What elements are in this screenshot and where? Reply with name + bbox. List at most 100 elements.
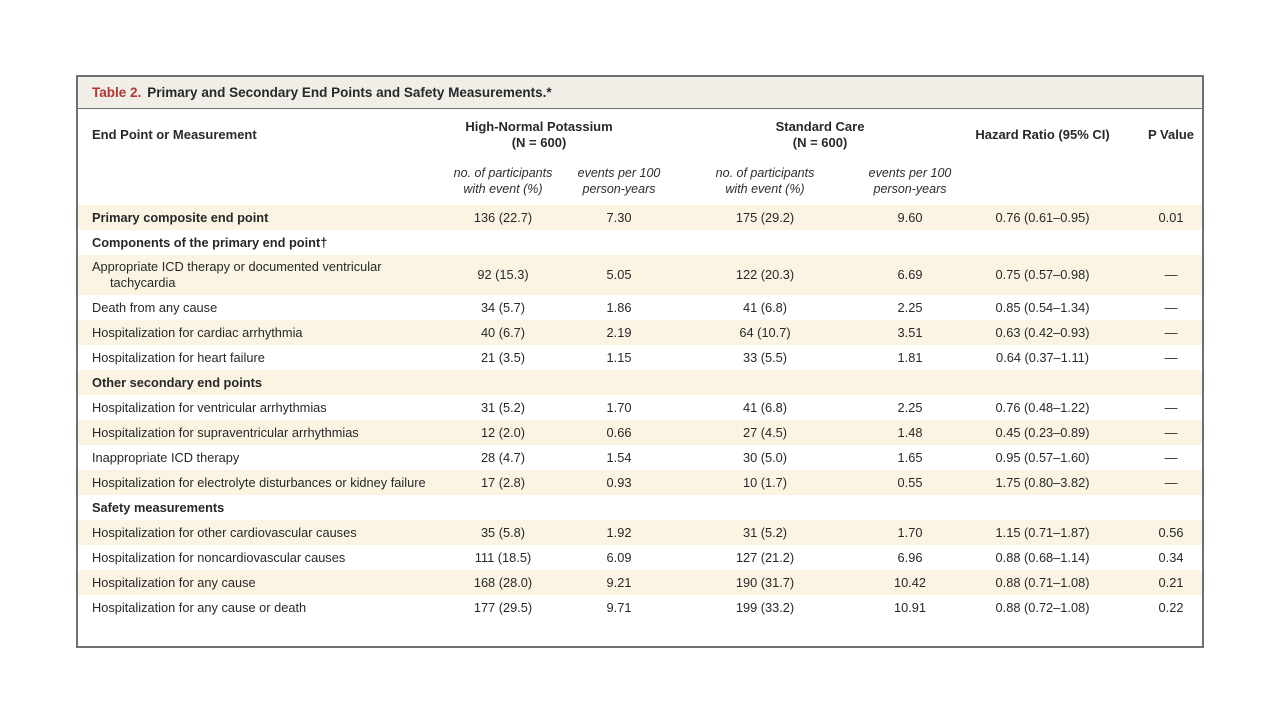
table-row: Inappropriate ICD therapy 28 (4.7) 1.54 30 …	[78, 445, 1202, 470]
group-sc-line2: (N = 600)	[792, 135, 848, 150]
row-label: Hospitalization for noncardiovascular ca…	[92, 549, 346, 565]
value-cell	[443, 230, 563, 255]
header-spacer	[1140, 161, 1202, 205]
value-cell: 177 (29.5)	[473, 599, 533, 615]
value-cell: 2.25	[897, 299, 923, 315]
value-cell: 136 (22.7)	[473, 209, 533, 225]
value-cell: —	[1164, 299, 1178, 315]
value-cell: 1.92	[606, 524, 632, 540]
subheader-events-hnp: events per 100 person-years	[577, 166, 661, 196]
header-spacer	[965, 161, 1140, 205]
value-cell: 0.56	[1158, 524, 1184, 540]
header-group-high-normal-potassium: High-Normal Potassium (N = 600)	[443, 109, 675, 161]
row-label: Death from any cause	[92, 299, 218, 315]
value-cell	[1140, 230, 1202, 255]
row-label: Appropriate ICD therapy or documented ve…	[92, 259, 382, 290]
value-cell: 41 (6.8)	[742, 299, 788, 315]
value-cell: 0.85 (0.54–1.34)	[995, 299, 1090, 315]
row-label-cell: Primary composite end point	[78, 205, 443, 230]
value-cell: 0.22	[1158, 599, 1184, 615]
value-cell: 0.88 (0.71–1.08)	[995, 574, 1090, 590]
value-cell: 35 (5.8)	[480, 524, 526, 540]
value-cell	[1140, 370, 1202, 395]
value-cell: —	[1164, 449, 1178, 465]
value-cell: 27 (4.5)	[742, 424, 788, 440]
row-label-cell: Hospitalization for any cause	[78, 570, 443, 595]
table-row: Hospitalization for heart failure 21 (3.5…	[78, 345, 1202, 370]
value-cell: 0.76 (0.61–0.95)	[995, 209, 1090, 225]
row-label-cell: Hospitalization for electrolyte disturba…	[78, 470, 443, 495]
endpoints-table: End Point or Measurement High-Normal Pot…	[78, 109, 1203, 628]
table-2-container: Table 2. Primary and Secondary End Point…	[76, 75, 1204, 648]
value-cell	[855, 370, 965, 395]
value-cell: 2.19	[606, 324, 632, 340]
table-title-text: Primary and Secondary End Points and Saf…	[147, 85, 552, 100]
value-cell: 1.48	[897, 424, 923, 440]
value-cell: 0.88 (0.72–1.08)	[995, 599, 1090, 615]
row-label: Primary composite end point	[92, 209, 269, 225]
value-cell: 31 (5.2)	[742, 524, 788, 540]
table-row: Hospitalization for ventricular arrhythm…	[78, 395, 1202, 420]
value-cell: —	[1164, 424, 1178, 440]
table-row: Hospitalization for supraventricular arr…	[78, 420, 1203, 445]
row-label: Hospitalization for supraventricular arr…	[92, 424, 359, 440]
row-label-cell: Hospitalization for supraventricular arr…	[78, 420, 443, 445]
value-cell: 2.25	[897, 399, 923, 415]
table-row: Appropriate ICD therapy or documented ve…	[78, 255, 1203, 295]
row-label-cell: Hospitalization for noncardiovascular ca…	[78, 545, 443, 570]
value-cell: 0.66	[606, 424, 632, 440]
bottom-spacer-row	[78, 620, 1202, 628]
row-label-cell: Appropriate ICD therapy or documented ve…	[78, 255, 443, 295]
row-label-cell: Death from any cause	[78, 295, 443, 320]
table-row: Hospitalization for any cause 168 (28.0) 9…	[78, 570, 1203, 595]
value-cell: 111 (18.5)	[474, 549, 532, 565]
table-row: Hospitalization for cardiac arrhythmia 40…	[78, 320, 1203, 345]
value-cell: 40 (6.7)	[480, 324, 526, 340]
value-cell	[443, 370, 563, 395]
value-cell	[965, 370, 1140, 395]
value-cell: 1.54	[606, 449, 632, 465]
value-cell: 175 (29.2)	[735, 209, 795, 225]
value-cell	[443, 495, 563, 520]
row-label: Hospitalization for heart failure	[92, 349, 265, 365]
section-row: Components of the primary end point†	[78, 230, 1202, 255]
group-sc-line1: Standard Care	[775, 119, 865, 134]
row-label-cell: Components of the primary end point†	[78, 230, 443, 255]
row-label: Hospitalization for electrolyte disturba…	[92, 474, 426, 490]
value-cell: 190 (31.7)	[735, 574, 795, 590]
value-cell	[675, 370, 855, 395]
header-group-standard-care: Standard Care (N = 600)	[675, 109, 965, 161]
row-label-cell: Hospitalization for any cause or death	[78, 595, 443, 620]
value-cell: 31 (5.2)	[480, 399, 526, 415]
table-row: Death from any cause 34 (5.7) 1.86 41 (6.8)…	[78, 295, 1202, 320]
row-label: Components of the primary end point†	[92, 234, 328, 250]
header-p-value: P Value	[1148, 127, 1195, 142]
row-label-cell: Hospitalization for cardiac arrhythmia	[78, 320, 443, 345]
value-cell: 33 (5.5)	[742, 349, 788, 365]
row-label: Hospitalization for cardiac arrhythmia	[92, 324, 303, 340]
value-cell: 28 (4.7)	[480, 449, 526, 465]
value-cell: 127 (21.2)	[735, 549, 795, 565]
value-cell: —	[1164, 399, 1178, 415]
value-cell: 10.42	[894, 574, 927, 590]
row-label: Other secondary end points	[92, 374, 262, 390]
value-cell	[563, 230, 675, 255]
value-cell: 0.63 (0.42–0.93)	[995, 324, 1090, 340]
subheader-participants-hnp: no. of participants with event (%)	[453, 166, 553, 196]
table-row: Hospitalization for any cause or death 17…	[78, 595, 1202, 620]
value-cell: 1.65	[897, 449, 923, 465]
value-cell: 1.70	[897, 524, 923, 540]
value-cell: 1.15 (0.71–1.87)	[995, 524, 1090, 540]
value-cell: 0.21	[1158, 574, 1184, 590]
table-row: Hospitalization for other cardiovascular…	[78, 520, 1203, 545]
value-cell: 6.69	[897, 267, 923, 282]
header-spacer	[78, 161, 443, 205]
table-body: Primary composite end point 136 (22.7) 7.3…	[78, 205, 1203, 628]
group-hnp-line2: (N = 600)	[511, 135, 567, 150]
value-cell: 30 (5.0)	[742, 449, 788, 465]
subheader-participants-sc: no. of participants with event (%)	[715, 166, 815, 196]
value-cell: 1.70	[606, 399, 632, 415]
value-cell: 1.81	[897, 349, 923, 365]
group-hnp-line1: High-Normal Potassium	[465, 119, 613, 134]
